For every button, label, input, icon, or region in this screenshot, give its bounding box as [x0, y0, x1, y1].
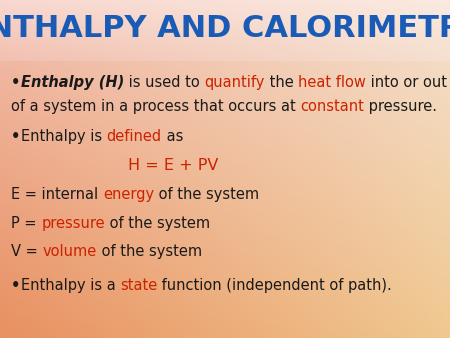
Text: into or out: into or out: [366, 75, 447, 90]
Text: defined: defined: [106, 129, 162, 144]
Text: E = internal: E = internal: [11, 187, 103, 202]
Text: of a system in a process that occurs at: of a system in a process that occurs at: [11, 99, 301, 114]
Text: •: •: [11, 129, 21, 144]
Text: P =: P =: [11, 216, 41, 231]
Text: Enthalpy (H): Enthalpy (H): [21, 75, 124, 90]
Text: Enthalpy is a: Enthalpy is a: [21, 278, 120, 293]
Text: volume: volume: [43, 244, 97, 259]
Text: of the system: of the system: [97, 244, 202, 259]
Text: V =: V =: [11, 244, 43, 259]
Text: pressure.: pressure.: [364, 99, 437, 114]
Text: the: the: [265, 75, 298, 90]
Text: quantify: quantify: [204, 75, 265, 90]
Text: H = E + PV: H = E + PV: [128, 158, 219, 173]
Text: heat flow: heat flow: [298, 75, 366, 90]
Text: pressure: pressure: [41, 216, 105, 231]
Text: of the system: of the system: [105, 216, 210, 231]
Text: energy: energy: [103, 187, 154, 202]
Text: ENTHALPY AND CALORIMETRY: ENTHALPY AND CALORIMETRY: [0, 14, 450, 43]
Text: constant: constant: [301, 99, 364, 114]
Text: as: as: [162, 129, 183, 144]
Text: state: state: [120, 278, 157, 293]
Text: of the system: of the system: [154, 187, 259, 202]
Text: function (independent of path).: function (independent of path).: [157, 278, 392, 293]
Text: Enthalpy is: Enthalpy is: [21, 129, 106, 144]
Text: is used to: is used to: [124, 75, 204, 90]
Text: •: •: [11, 278, 21, 293]
Text: •: •: [11, 75, 21, 90]
